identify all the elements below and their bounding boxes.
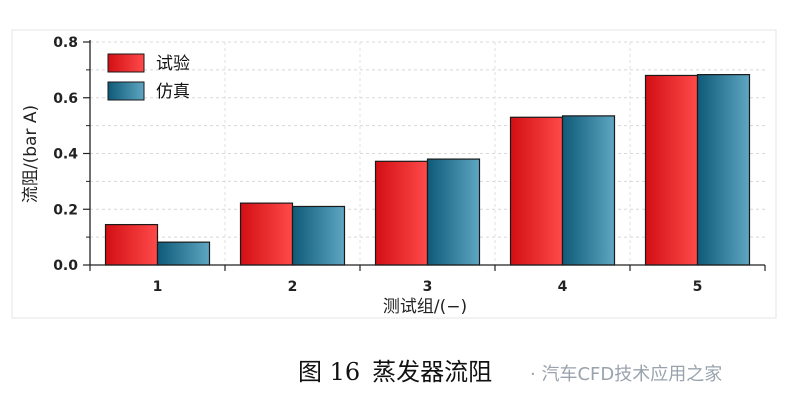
bar-series-0-cat-2 bbox=[239, 202, 294, 266]
y-tick-label: 0.2 bbox=[53, 202, 78, 218]
y-axis-label: 流阻/(bar A) bbox=[21, 105, 41, 203]
x-tick-label: 3 bbox=[423, 279, 433, 295]
axes bbox=[83, 40, 766, 271]
bar-series-1-cat-2 bbox=[291, 205, 346, 266]
x-axis-label: 测试组/(−) bbox=[383, 297, 467, 317]
figure-title: 蒸发器流阻 bbox=[372, 358, 493, 386]
tick-labels: 0.0 0.2 0.4 0.6 0.8 1 2 3 4 5 bbox=[53, 35, 702, 295]
figure-caption: 图 16 蒸发器流阻 bbox=[298, 352, 504, 387]
bar-series-1-cat-3 bbox=[426, 158, 481, 266]
y-tick-label: 0.4 bbox=[53, 147, 78, 163]
y-tick-label: 0.6 bbox=[53, 91, 78, 107]
y-tick-label: 0.0 bbox=[53, 258, 78, 274]
watermark: · 汽车CFD技术应用之家 bbox=[530, 364, 723, 385]
legend-swatch-series-1 bbox=[107, 81, 145, 101]
bar-series-0-cat-5 bbox=[644, 74, 699, 266]
bar-series-0-cat-3 bbox=[374, 160, 429, 266]
bar-series-1-cat-1 bbox=[156, 241, 211, 266]
figure-number: 图 16 bbox=[298, 358, 361, 386]
legend-label-series-0: 试验 bbox=[156, 54, 190, 74]
y-tick-label: 0.8 bbox=[53, 35, 78, 51]
x-tick-label: 2 bbox=[288, 279, 298, 295]
bar-series-1-cat-4 bbox=[561, 115, 616, 266]
bars bbox=[104, 74, 751, 266]
x-tick-label: 5 bbox=[693, 279, 703, 295]
legend-label-series-1: 仿真 bbox=[156, 82, 190, 102]
x-tick-label: 1 bbox=[153, 279, 163, 295]
bar-series-0-cat-4 bbox=[509, 116, 564, 266]
bar-series-1-cat-5 bbox=[696, 74, 751, 266]
chart-frame bbox=[11, 29, 777, 319]
legend-swatch-series-0 bbox=[107, 53, 145, 73]
x-tick-label: 4 bbox=[558, 279, 568, 295]
bar-series-0-cat-1 bbox=[104, 223, 159, 266]
